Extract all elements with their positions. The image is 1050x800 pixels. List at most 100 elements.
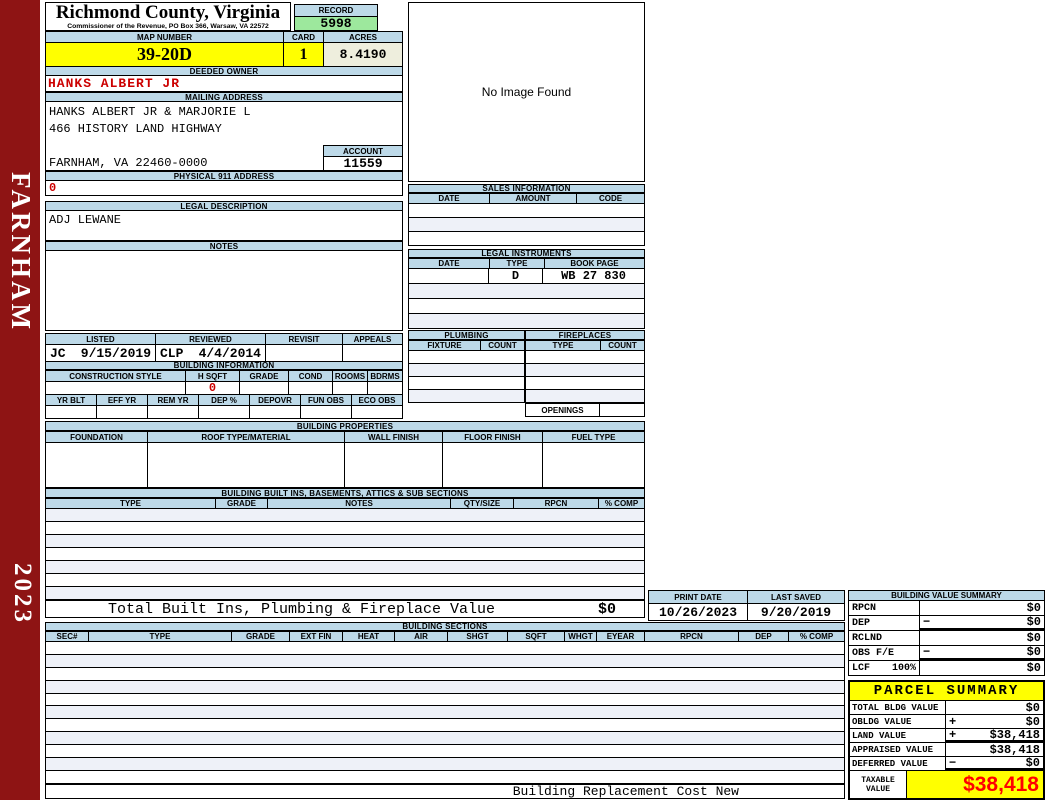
tax-year-label: 2023 (9, 563, 36, 625)
depovr-label: DEPOVR (250, 395, 300, 405)
cond-label: COND (289, 371, 332, 381)
deeded-owner-header: DEEDED OWNER (45, 66, 403, 76)
land-label: LAND VALUE (850, 729, 946, 742)
bvs-rpcn-label: RPCN (852, 602, 877, 614)
table-row (45, 642, 845, 655)
openings-row: OPENINGS (525, 403, 645, 417)
record-label: RECORD (295, 5, 377, 17)
bvs-row-rpcn: RPCN $0 (848, 601, 1045, 616)
table-row (45, 587, 645, 600)
yrblt-label: YR BLT (46, 395, 96, 405)
wall-finish-value (345, 443, 442, 487)
floor-finish-label: FLOOR FINISH (443, 432, 542, 442)
sec-heat-label: HEAT (343, 632, 394, 641)
total-bldg-value: $0 (1025, 700, 1040, 715)
mailing-line-3: FARNHAM, VA 22460-0000 (49, 156, 208, 170)
table-row (45, 667, 845, 681)
bvs-obsfe-label: OBS F/E (852, 647, 895, 659)
table-row (45, 522, 645, 535)
table-row (408, 377, 525, 390)
district-sidebar: FARNHAM 2023 (0, 0, 40, 800)
funobs-value (301, 406, 351, 418)
table-row (408, 390, 525, 403)
obldg-label: OBLDG VALUE (850, 715, 946, 728)
listed-by: JC (50, 345, 66, 361)
built-type-label: TYPE (46, 499, 215, 508)
table-row (408, 232, 645, 246)
bvs-obsfe-op: − (923, 645, 931, 659)
grade-value (240, 382, 288, 394)
fuel-type-label: FUEL TYPE (543, 432, 644, 442)
sales-amount-label: AMOUNT (490, 194, 576, 203)
district-label: FARNHAM (6, 172, 36, 332)
mailing-line-2: 466 HISTORY LAND HIGHWAY (49, 122, 222, 136)
bvs-dep-label: DEP (852, 617, 871, 629)
construction-style-label: CONSTRUCTION STYLE (46, 371, 185, 381)
legal-instruments-header: LEGAL INSTRUMENTS (408, 249, 645, 258)
bvs-rclnd-value: $0 (1026, 631, 1041, 645)
sec-type-label: TYPE (89, 632, 231, 641)
taxable-value-label: TAXABLE VALUE (850, 771, 907, 798)
dep-pct-value (199, 406, 249, 418)
grade-label: GRADE (240, 371, 288, 381)
built-ins-total-value: $0 (597, 600, 616, 618)
table-row (525, 377, 645, 390)
sec-air-label: AIR (395, 632, 447, 641)
listed-date: 9/15/2019 (80, 345, 151, 361)
parcel-row-total-bldg: TOTAL BLDG VALUE $0 (850, 701, 1043, 715)
table-row (45, 758, 845, 771)
table-row (408, 351, 525, 364)
map-number-value: 39-20D (46, 43, 283, 66)
building-sections-header: BUILDING SECTIONS (45, 622, 845, 631)
built-grade-label: GRADE (216, 499, 267, 508)
built-comp-label: % COMP (599, 499, 644, 508)
table-row (525, 390, 645, 403)
built-rpcn-label: RPCN (514, 499, 598, 508)
acres-label: ACRES (324, 32, 402, 42)
obldg-value: $0 (1025, 714, 1040, 729)
inst-type-label: TYPE (490, 259, 544, 268)
sales-date-label: DATE (409, 194, 489, 203)
hsqft-value: 0 (186, 381, 239, 395)
built-ins-total-label: Total Built Ins, Plumbing & Fireplace Va… (108, 600, 496, 618)
built-qty-label: QTY/SIZE (451, 499, 513, 508)
replacement-cost-note: Building Replacement Cost New (45, 784, 845, 799)
sales-columns: DATE AMOUNT CODE (408, 193, 645, 204)
sec-comp-label: % COMP (789, 632, 844, 641)
table-row (45, 706, 845, 720)
table-row (408, 204, 645, 218)
openings-label: OPENINGS (526, 404, 600, 416)
wall-finish-label: WALL FINISH (345, 432, 442, 442)
fuel-type-value (543, 443, 644, 487)
roof-label: ROOF TYPE/MATERIAL (148, 432, 344, 442)
bvs-row-obsfe: OBS F/E − $0 (848, 645, 1045, 661)
foundation-value (46, 443, 147, 487)
construction-style-value (46, 382, 185, 394)
built-ins-total-row: Total Built Ins, Plumbing & Fireplace Va… (45, 600, 645, 618)
mailing-address-header: MAILING ADDRESS (45, 92, 403, 102)
deferred-value: $0 (1025, 755, 1040, 770)
bvs-dep-value: $0 (1026, 615, 1041, 629)
built-ins-columns: TYPE GRADE NOTES QTY/SIZE RPCN % COMP (45, 498, 645, 509)
legal-description-header: LEGAL DESCRIPTION (45, 201, 403, 211)
inst-date-value (409, 269, 489, 283)
table-row (408, 299, 645, 314)
bvs-lcf-pct: 100% (891, 662, 916, 674)
bvs-dep-op: − (923, 615, 931, 629)
print-date-label: PRINT DATE (649, 591, 747, 603)
inst-book-label: BOOK PAGE (545, 259, 644, 268)
bvs-lcf-value: $0 (1026, 661, 1041, 675)
table-row (45, 719, 845, 733)
built-ins-empty-rows (45, 509, 645, 600)
revisit-label: REVISIT (266, 334, 342, 344)
effyr-value (97, 406, 147, 418)
legal-instruments-empty-rows (408, 284, 645, 329)
obldg-op: + (949, 714, 957, 729)
legal-instruments-columns: DATE TYPE BOOK PAGE (408, 258, 645, 269)
bvs-row-lcf: LCF 100% $0 (848, 661, 1045, 676)
bdrms-value (368, 382, 402, 394)
account-box: ACCOUNT 11559 (323, 145, 403, 171)
table-row (45, 654, 845, 668)
built-notes-label: NOTES (268, 499, 450, 508)
